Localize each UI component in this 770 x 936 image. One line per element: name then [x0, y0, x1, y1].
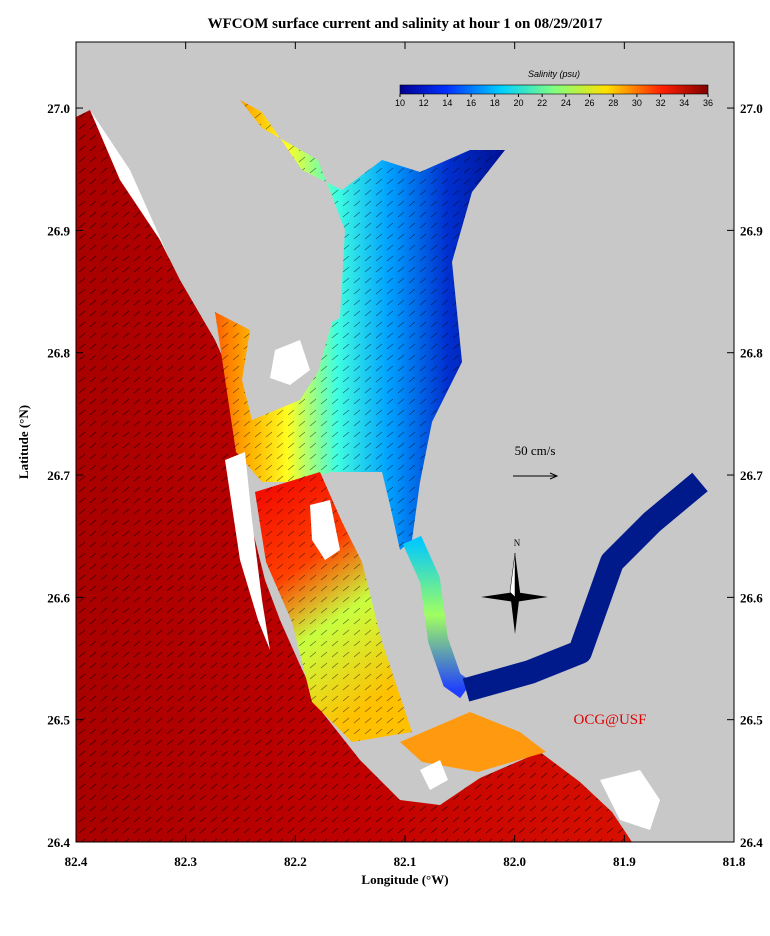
y-tick-label-right: 26.7: [740, 468, 763, 483]
x-tick-label: 82.1: [394, 854, 417, 869]
colorbar-tick-label: 24: [561, 98, 571, 108]
y-tick-label: 26.4: [47, 835, 70, 850]
y-tick-label: 26.9: [47, 223, 70, 238]
colorbar-label: Salinity (psu): [528, 69, 580, 79]
colorbar-tick-label: 32: [656, 98, 666, 108]
colorbar: [399, 84, 709, 95]
colorbar-tick-label: 30: [632, 98, 642, 108]
sound-vectors: [255, 472, 412, 742]
x-axis: 82.4 82.3 82.2 82.1 82.0 81.9 81.8: [65, 42, 746, 869]
y-tick-label-right: 26.4: [740, 835, 763, 850]
x-tick-label: 82.0: [503, 854, 526, 869]
map-area: [76, 42, 734, 842]
compass-label: N: [514, 538, 521, 548]
y-axis-label: Latitude (°N): [16, 405, 31, 479]
gulf-vectors: [76, 110, 632, 842]
peace-river-lower: [402, 535, 472, 699]
island: [600, 770, 660, 830]
colorbar-tick-label: 22: [537, 98, 547, 108]
x-tick-label: 81.8: [723, 854, 746, 869]
x-axis-label: Longitude (°W): [361, 872, 448, 887]
colorbar-ticks: 10 12 14 16 18 20 22 24 26 28 30 32 34 36: [395, 94, 713, 108]
y-tick-label-right: 26.8: [740, 346, 763, 361]
x-tick-label: 82.4: [65, 854, 88, 869]
caloosahatchee: [462, 472, 708, 702]
x-tick-label: 81.9: [613, 854, 636, 869]
compass-highlight: [509, 552, 516, 598]
y-tick-label-right: 26.9: [740, 223, 763, 238]
scale-label: 50 cm/s: [515, 443, 556, 458]
y-tick-label-right: 26.6: [740, 590, 763, 605]
island: [270, 340, 310, 385]
colorbar-tick-label: 36: [703, 98, 713, 108]
caloosahatchee-mouth: [400, 712, 546, 772]
y-tick-label-right: 27.0: [740, 101, 763, 116]
colorbar-tick-label: 18: [490, 98, 500, 108]
y-tick-label: 26.7: [47, 468, 70, 483]
compass-ew: [481, 592, 548, 602]
colorbar-tick-label: 10: [395, 98, 405, 108]
y-tick-label: 27.0: [47, 101, 70, 116]
y-tick-label-right: 26.5: [740, 713, 763, 728]
colorbar-tick-label: 12: [419, 98, 429, 108]
y-tick-label: 26.6: [47, 590, 70, 605]
island: [225, 452, 270, 650]
colorbar-tick-label: 34: [679, 98, 689, 108]
colorbar-tick-label: 16: [466, 98, 476, 108]
chart-title: WFCOM surface current and salinity at ho…: [208, 16, 603, 32]
colorbar-tick-label: 26: [585, 98, 595, 108]
y-tick-label: 26.8: [47, 346, 70, 361]
colorbar-tick-label: 20: [513, 98, 523, 108]
island: [310, 500, 340, 560]
colorbar-tick-label: 28: [608, 98, 618, 108]
colorbar-tick-label: 14: [442, 98, 452, 108]
x-tick-label: 82.3: [174, 854, 197, 869]
island: [420, 760, 448, 790]
credit: OCG@USF: [573, 712, 646, 728]
y-tick-label: 26.5: [47, 713, 70, 728]
x-tick-label: 82.2: [284, 854, 307, 869]
scale-arrowhead: [549, 472, 559, 480]
harbor-vectors: [215, 100, 505, 550]
y-axis: 26.4 26.4 26.5 26.5 26.6 26.6 26.7 26.7 26.8 26.8…: [47, 101, 763, 850]
island: [90, 110, 170, 260]
